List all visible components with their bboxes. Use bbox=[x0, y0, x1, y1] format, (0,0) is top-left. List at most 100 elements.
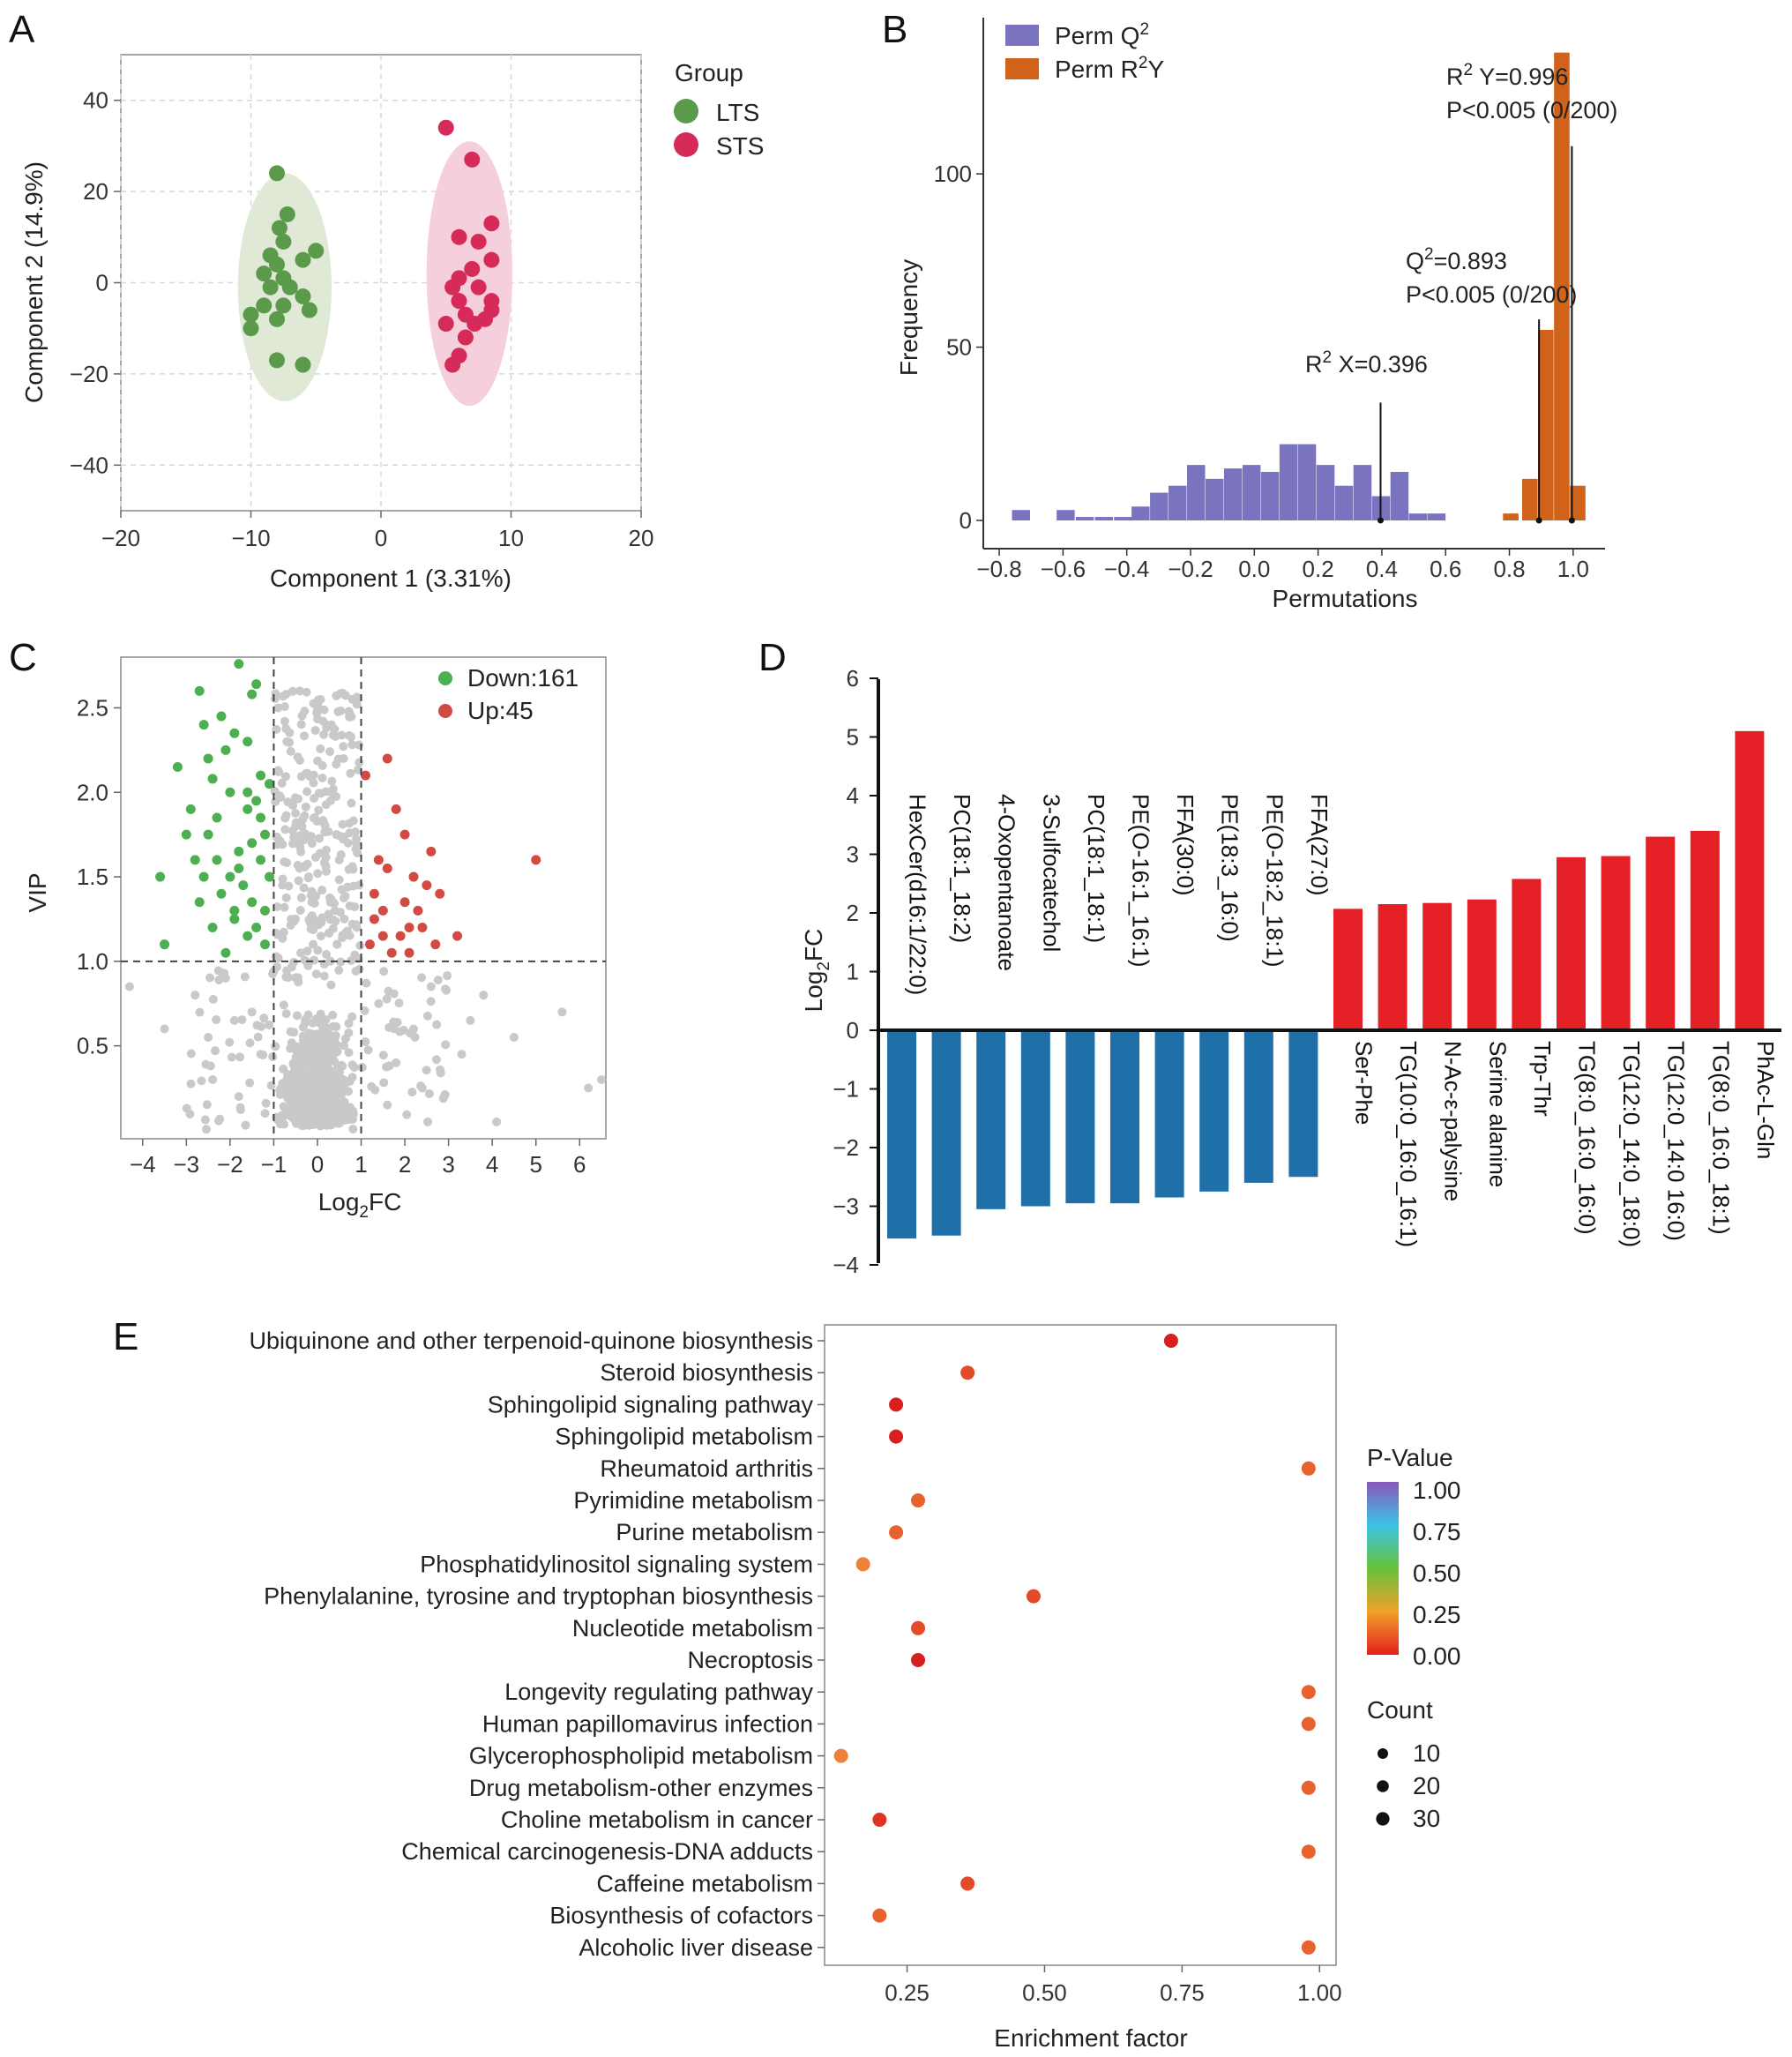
pathway-label: Choline metabolism in cancer bbox=[501, 1806, 813, 1833]
point-not-significant bbox=[424, 1088, 434, 1098]
point-not-significant bbox=[299, 1038, 309, 1048]
point-not-significant bbox=[291, 808, 301, 818]
legend-q2-base: Perm Q bbox=[1055, 22, 1139, 49]
point-not-significant bbox=[382, 994, 392, 1004]
point-not-significant bbox=[279, 1000, 288, 1010]
bar-perm-q2 bbox=[1408, 513, 1428, 520]
point-not-significant bbox=[325, 893, 334, 902]
bar-label-d: TG(8:0_16:0_18:1) bbox=[1707, 1041, 1734, 1235]
point-not-significant bbox=[285, 728, 295, 737]
point-lts bbox=[269, 165, 285, 182]
bar-log2fc bbox=[1288, 1030, 1318, 1178]
annotation-post: Y=0.996 bbox=[1473, 64, 1568, 90]
colorbar-title-e: P-Value bbox=[1367, 1444, 1453, 1471]
point-not-significant bbox=[280, 702, 289, 712]
pathway-label: Rheumatoid arthritis bbox=[600, 1455, 813, 1482]
legend-marker-up bbox=[438, 704, 452, 718]
pathway-label: Sphingolipid signaling pathway bbox=[488, 1391, 814, 1417]
y-tick-label-b: 0 bbox=[959, 507, 972, 534]
point-down bbox=[212, 855, 222, 865]
point-not-significant bbox=[360, 1006, 370, 1015]
annotation-pre: Q bbox=[1406, 248, 1424, 274]
bar-label-d: FFA(30:0) bbox=[1172, 794, 1198, 896]
bar-perm-q2 bbox=[1242, 465, 1261, 520]
y-ticks-c: 2.5 2.0 1.5 1.0 0.5 bbox=[77, 694, 121, 1059]
point-not-significant bbox=[346, 768, 355, 778]
colorbar-ticks-e: 1.00 0.75 0.50 0.25 0.00 bbox=[1399, 1477, 1461, 1670]
point-not-significant bbox=[347, 732, 356, 742]
point-not-significant bbox=[431, 1055, 441, 1065]
point-not-significant bbox=[347, 694, 357, 704]
size-legend-e: 10 20 30 bbox=[1376, 1739, 1440, 1832]
point-lts bbox=[256, 266, 273, 282]
point-down bbox=[194, 897, 205, 908]
point-down bbox=[247, 838, 258, 849]
point-not-significant bbox=[282, 737, 292, 746]
bar-perm-q2 bbox=[1057, 510, 1075, 520]
bar-label-d: PC(18:1_18:2) bbox=[949, 794, 975, 943]
size-legend-title-e: Count bbox=[1367, 1696, 1433, 1724]
point-not-significant bbox=[160, 1024, 169, 1034]
x-tick-label-b: 0.0 bbox=[1238, 556, 1270, 582]
x-tick-label-b: 0.6 bbox=[1430, 556, 1461, 582]
y-tick-label-b: 50 bbox=[946, 334, 972, 361]
point-not-significant bbox=[220, 974, 230, 983]
point-not-significant bbox=[340, 1041, 349, 1051]
point-not-significant bbox=[363, 1045, 373, 1055]
point-not-significant bbox=[289, 957, 299, 967]
enrichment-dot bbox=[1301, 1940, 1316, 1955]
point-not-significant bbox=[186, 1049, 196, 1058]
point-not-significant bbox=[309, 778, 318, 788]
y-tick-label-c: 0.5 bbox=[77, 1033, 108, 1059]
point-not-significant bbox=[439, 1092, 449, 1102]
size-legend-dot bbox=[1376, 1812, 1390, 1826]
x-tick-label-a: −10 bbox=[231, 525, 270, 551]
panel-a-pca-plot: A −20 −10 0 10 20 40 20 0 −20 −40 Component 1 (3… bbox=[9, 8, 764, 592]
bar-log2fc bbox=[887, 1030, 916, 1239]
point-not-significant bbox=[299, 883, 309, 893]
threshold-lines-c bbox=[121, 657, 606, 1139]
point-not-significant bbox=[212, 1015, 221, 1025]
point-not-significant bbox=[340, 914, 349, 924]
y-title-d-base: Log bbox=[800, 971, 827, 1013]
point-down bbox=[216, 888, 227, 899]
y-tick-label-a: −20 bbox=[70, 361, 108, 387]
point-down bbox=[203, 753, 213, 764]
point-not-significant bbox=[338, 819, 347, 829]
point-not-significant bbox=[235, 1052, 245, 1062]
point-not-significant bbox=[584, 1083, 594, 1093]
x-tick-label-b: 0.4 bbox=[1366, 556, 1398, 582]
point-not-significant bbox=[339, 742, 348, 752]
point-not-significant bbox=[321, 720, 331, 729]
point-not-significant bbox=[302, 859, 312, 869]
point-not-significant bbox=[297, 1098, 307, 1108]
point-down bbox=[260, 829, 271, 840]
bar-log2fc bbox=[1333, 909, 1363, 1030]
not-significant-points-c bbox=[124, 686, 607, 1134]
down-regulated-points-c bbox=[155, 659, 274, 958]
bar-label-d: Trp-Thr bbox=[1529, 1041, 1556, 1117]
bar-perm-q2 bbox=[1150, 492, 1169, 520]
legend-title-a: Group bbox=[675, 59, 743, 86]
bar-log2fc bbox=[1646, 836, 1676, 1030]
annotation-point-b bbox=[1377, 517, 1384, 524]
point-not-significant bbox=[361, 1036, 370, 1046]
point-not-significant bbox=[315, 834, 325, 843]
enrichment-dot bbox=[1163, 1334, 1178, 1348]
point-not-significant bbox=[301, 829, 310, 839]
pathway-label: Steroid biosynthesis bbox=[600, 1359, 813, 1386]
point-not-significant bbox=[417, 1083, 427, 1093]
y-title-d-sub: 2 bbox=[815, 961, 833, 971]
point-lts bbox=[269, 352, 285, 369]
point-up bbox=[404, 947, 414, 958]
point-up bbox=[364, 939, 375, 950]
point-down bbox=[229, 728, 240, 738]
point-not-significant bbox=[279, 1064, 288, 1073]
point-not-significant bbox=[374, 999, 384, 1008]
annotation-sup: 2 bbox=[1424, 245, 1434, 264]
point-not-significant bbox=[280, 813, 290, 823]
point-not-significant bbox=[241, 1120, 250, 1130]
point-not-significant bbox=[348, 1125, 358, 1134]
point-not-significant bbox=[280, 772, 290, 782]
point-not-significant bbox=[328, 1010, 338, 1020]
